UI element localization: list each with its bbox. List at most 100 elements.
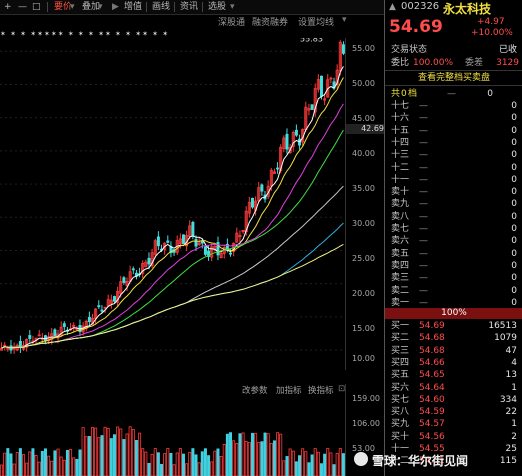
order-volume: 0 xyxy=(511,260,517,271)
high-price-label: 55.83 xyxy=(300,38,323,43)
order-row[interactable]: 卖四 — 0 xyxy=(387,260,521,272)
order-row[interactable]: 十二 — 0 xyxy=(387,162,521,174)
modify-params-button[interactable]: 改参数 xyxy=(242,386,268,396)
order-row[interactable]: 卖九 — 0 xyxy=(387,198,521,210)
order-volume: 115 xyxy=(499,456,517,467)
chevron-down-icon[interactable]: ▾ xyxy=(342,15,347,25)
volume-bar xyxy=(329,452,333,476)
watermark: 雪球：华尔街见闻 xyxy=(354,452,468,469)
order-row[interactable]: 卖一 — 0 xyxy=(387,297,521,309)
order-row[interactable]: 买七 54.60 334 xyxy=(387,394,521,406)
order-row[interactable]: 买四 54.66 4 xyxy=(387,357,521,369)
ma-settings-button[interactable]: 设置均线 xyxy=(298,18,335,28)
toolbar-value-added[interactable]: 增值 xyxy=(124,2,143,12)
order-row[interactable]: 买六 54.64 1 xyxy=(387,382,521,394)
play-icon[interactable]: ▶ xyxy=(112,2,119,12)
order-row[interactable]: 十三 — 0 xyxy=(387,149,521,161)
order-volume: 334 xyxy=(499,394,517,405)
volume-bar xyxy=(153,448,157,476)
chevron-down-icon[interactable]: ▾ xyxy=(98,2,103,12)
order-row[interactable]: 十二 54.51 115 xyxy=(387,455,521,467)
order-row[interactable]: 卖二 — 0 xyxy=(387,285,521,297)
order-price: 54.55 xyxy=(419,444,445,454)
order-row[interactable]: 十五 — 0 xyxy=(387,125,521,137)
candle-body xyxy=(141,263,145,274)
toolbar-news[interactable]: 资讯 xyxy=(180,2,199,12)
volume-bar xyxy=(319,463,323,476)
order-row[interactable]: 十一 54.55 25 xyxy=(387,443,521,455)
order-row[interactable]: 买三 54.68 47 xyxy=(387,345,521,357)
candle-body xyxy=(28,335,32,339)
price-tick: 55.00 xyxy=(352,44,375,53)
candle-body xyxy=(153,240,157,255)
candlestick-chart[interactable]: 55.83 xyxy=(0,38,345,370)
order-volume: 0 xyxy=(511,101,517,111)
order-label: 十一 xyxy=(391,444,410,454)
volume-bar xyxy=(210,461,214,476)
candle-body xyxy=(75,328,79,331)
order-label: 卖一 xyxy=(391,297,410,308)
order-row[interactable]: 卖十 — 0 xyxy=(387,186,521,198)
margin-trading-button[interactable]: 融资融券 xyxy=(252,18,289,28)
toolbar-overlay[interactable]: 叠加 xyxy=(82,2,101,12)
zoom-in-button[interactable]: + xyxy=(4,2,12,12)
order-label: 十二 xyxy=(391,456,410,467)
volume-bar xyxy=(301,448,305,476)
volume-bar xyxy=(272,440,276,476)
candle-body xyxy=(166,240,170,243)
expand-icon[interactable]: ⊡ xyxy=(338,384,346,394)
order-row[interactable]: 十六 — 0 xyxy=(387,112,521,124)
shenzhen-connect-button[interactable]: 深股通 xyxy=(218,18,246,28)
candle-body xyxy=(100,309,104,312)
order-volume: 0 xyxy=(511,162,517,173)
full-quote-link[interactable]: 查看完整档买卖盘 xyxy=(385,70,522,86)
change-indicator-button[interactable]: 换指标 xyxy=(308,386,334,396)
order-row[interactable]: 卖八 — 0 xyxy=(387,211,521,223)
toolbar-quote-tab[interactable]: 要价 xyxy=(54,2,73,12)
order-row[interactable]: 十一 — 0 xyxy=(387,174,521,186)
order-label: 十三 xyxy=(391,150,410,161)
order-price: — xyxy=(419,150,428,161)
order-row[interactable]: 卖六 — 0 xyxy=(387,235,521,247)
price-axis: 55.00 50.00 45.00 40.00 35.00 30.00 25.0… xyxy=(345,38,384,370)
order-row[interactable]: 买二 54.68 1079 xyxy=(387,332,521,344)
volume-bar xyxy=(144,451,148,476)
volume-toolbar: 改参数 加指标 换指标 ⊡ xyxy=(0,384,383,396)
candle-body xyxy=(181,234,185,244)
order-row[interactable]: 十七 — 0 xyxy=(387,100,521,112)
order-label: 卖五 xyxy=(391,248,410,259)
order-row[interactable]: 卖三 — 0 xyxy=(387,272,521,284)
candle-body xyxy=(269,169,273,187)
candle-body xyxy=(119,281,123,294)
volume-bar xyxy=(12,463,16,476)
order-row[interactable]: 十四 — 0 xyxy=(387,137,521,149)
volume-bar xyxy=(269,442,273,476)
order-row[interactable]: 买九 54.57 1 xyxy=(387,418,521,430)
price-tick: 25.00 xyxy=(352,254,375,263)
order-row[interactable]: 卖七 — 0 xyxy=(387,223,521,235)
volume-bar xyxy=(69,448,73,476)
order-volume: 47 xyxy=(505,345,517,356)
order-row[interactable]: 买五 54.65 13 xyxy=(387,369,521,381)
order-row[interactable]: 买一 54.69 16513 xyxy=(387,320,521,332)
chevron-down-icon[interactable]: ▾ xyxy=(70,2,75,12)
volume-bar xyxy=(175,452,179,476)
volume-bar xyxy=(291,450,295,476)
zoom-out-button[interactable]: — xyxy=(18,2,27,12)
toolbar-stock-picker[interactable]: 选股 xyxy=(208,2,227,12)
event-markers[interactable]: ✶ ✶ ✶ ✶✶✶✶✶ ✶ ✶ ✶ ✶✶ ✶ ✶ ✶✶ ✶ ✶ xyxy=(0,30,170,38)
volume-chart[interactable] xyxy=(0,396,345,476)
order-row[interactable]: 买十 54.56 2 xyxy=(387,431,521,443)
add-indicator-button[interactable]: 加指标 xyxy=(276,386,302,396)
chevron-down-icon[interactable]: ▾ xyxy=(230,2,235,12)
order-row[interactable]: 买八 54.59 22 xyxy=(387,406,521,418)
toolbar-draw-line[interactable]: 画线 xyxy=(152,2,171,12)
volume-bar xyxy=(178,448,182,476)
volume-bar xyxy=(172,464,176,476)
price-change-pct: +10.00% xyxy=(471,28,513,38)
square-button[interactable]: □ xyxy=(32,2,41,12)
order-row[interactable]: 卖五 — 0 xyxy=(387,248,521,260)
price-change: +4.97 xyxy=(477,17,505,27)
chevron-left-icon[interactable]: ▲ xyxy=(389,2,396,12)
volume-bar xyxy=(94,427,98,476)
